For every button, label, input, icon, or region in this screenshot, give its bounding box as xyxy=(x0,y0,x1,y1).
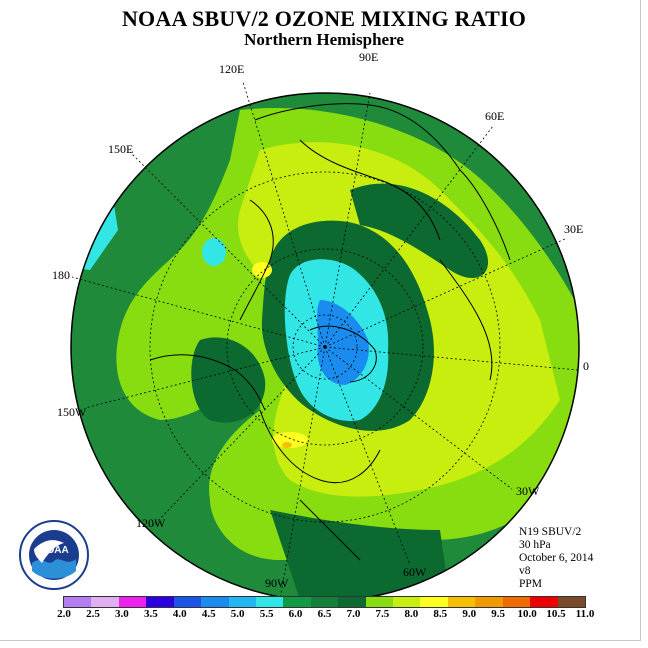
colorbar-tick-label: 10.5 xyxy=(546,608,566,620)
colorbar-cell xyxy=(502,597,531,607)
colorbar-cell xyxy=(64,597,92,607)
colorbar-tick-label: 11.0 xyxy=(575,608,595,620)
colorbar-cell xyxy=(173,597,202,607)
info-block: N19 SBUV/2 30 hPa October 6, 2014 v8 PPM xyxy=(519,526,593,591)
colorbar-tick-label: 5.5 xyxy=(259,608,274,620)
colorbar-tick-label: 5.0 xyxy=(230,608,245,620)
colorbar-tick-label: 2.5 xyxy=(86,608,100,620)
colorbar-tick-label: 3.5 xyxy=(143,608,158,620)
lon-label-90e: 90E xyxy=(359,50,379,64)
info-date: October 6, 2014 xyxy=(519,552,594,564)
lon-label-180: 180 xyxy=(52,268,70,282)
lon-label-60w: 60W xyxy=(403,565,427,579)
lon-label-120w: 120W xyxy=(136,516,166,530)
colorbar-cell xyxy=(338,597,366,607)
info-units: PPM xyxy=(519,578,543,590)
colorbar-cell xyxy=(228,597,256,607)
coastlines xyxy=(149,103,511,561)
field-yellow-spot-1 xyxy=(252,262,272,278)
info-satellite: N19 SBUV/2 xyxy=(519,526,582,538)
colorbar-cell xyxy=(255,597,284,607)
noaa-logo: NOAA xyxy=(19,520,89,590)
field-blue-core xyxy=(317,300,369,385)
colorbar-cell xyxy=(420,597,448,607)
lon-label-60e: 60E xyxy=(485,109,505,123)
colorbar-tick-label: 2.0 xyxy=(57,608,71,620)
noaa-logo-text: NOAA xyxy=(39,545,68,556)
graticule xyxy=(71,81,579,600)
colorbar-tick-label: 10.0 xyxy=(517,608,537,620)
colorbar-cell xyxy=(201,597,229,607)
page-subtitle: Northern Hemisphere xyxy=(244,30,404,49)
field-cyan-spot xyxy=(202,238,226,266)
colorbar-tick-label: 8.0 xyxy=(404,608,419,620)
colorbar-tick-label: 7.5 xyxy=(375,608,390,620)
lon-label-150e: 150E xyxy=(108,142,134,156)
info-version: v8 xyxy=(519,565,531,577)
colorbar-cell xyxy=(475,597,503,607)
field-darkgreen-lobe-east xyxy=(350,183,489,279)
lon-label-0: 0 xyxy=(583,359,589,373)
lon-label-90w: 90W xyxy=(265,576,289,590)
lon-label-30e: 30E xyxy=(564,222,584,236)
lon-label-150w: 150W xyxy=(57,405,87,419)
colorbar-tick-label: 4.0 xyxy=(172,608,187,620)
colorbar-cell xyxy=(283,597,311,607)
field-darkgreen-bottom xyxy=(270,510,450,600)
colorbar-cell xyxy=(557,597,586,607)
colorbar xyxy=(63,596,586,608)
figure-frame xyxy=(0,0,641,641)
field-orange-spot xyxy=(282,442,292,448)
colorbar-tick-label: 4.5 xyxy=(201,608,216,620)
colorbar-tick-label: 6.0 xyxy=(288,608,303,620)
page-title: NOAA SBUV/2 OZONE MIXING RATIO xyxy=(121,6,527,31)
colorbar-cell xyxy=(146,597,174,607)
colorbar-cell xyxy=(118,597,147,607)
colorbar-cell xyxy=(447,597,476,607)
colorbar-cell xyxy=(393,597,421,607)
colorbar-tick-label: 6.5 xyxy=(317,608,332,620)
colorbar-cell xyxy=(310,597,339,607)
colorbar-cell xyxy=(365,597,394,607)
colorbar-tick-label: 9.0 xyxy=(462,608,477,620)
colorbar-tick-label: 9.5 xyxy=(491,608,506,620)
lon-label-120e: 120E xyxy=(219,62,245,76)
info-level: 30 hPa xyxy=(519,539,551,551)
lon-label-30w: 30W xyxy=(516,484,540,498)
colorbar-cell xyxy=(530,597,558,607)
colorbar-tick-label: 7.0 xyxy=(346,608,361,620)
field-yellow-spot-2 xyxy=(272,432,308,448)
colorbar-tick-label: 8.5 xyxy=(433,608,448,620)
colorbar-cell xyxy=(91,597,119,607)
colorbar-tick-label: 3.0 xyxy=(115,608,129,620)
